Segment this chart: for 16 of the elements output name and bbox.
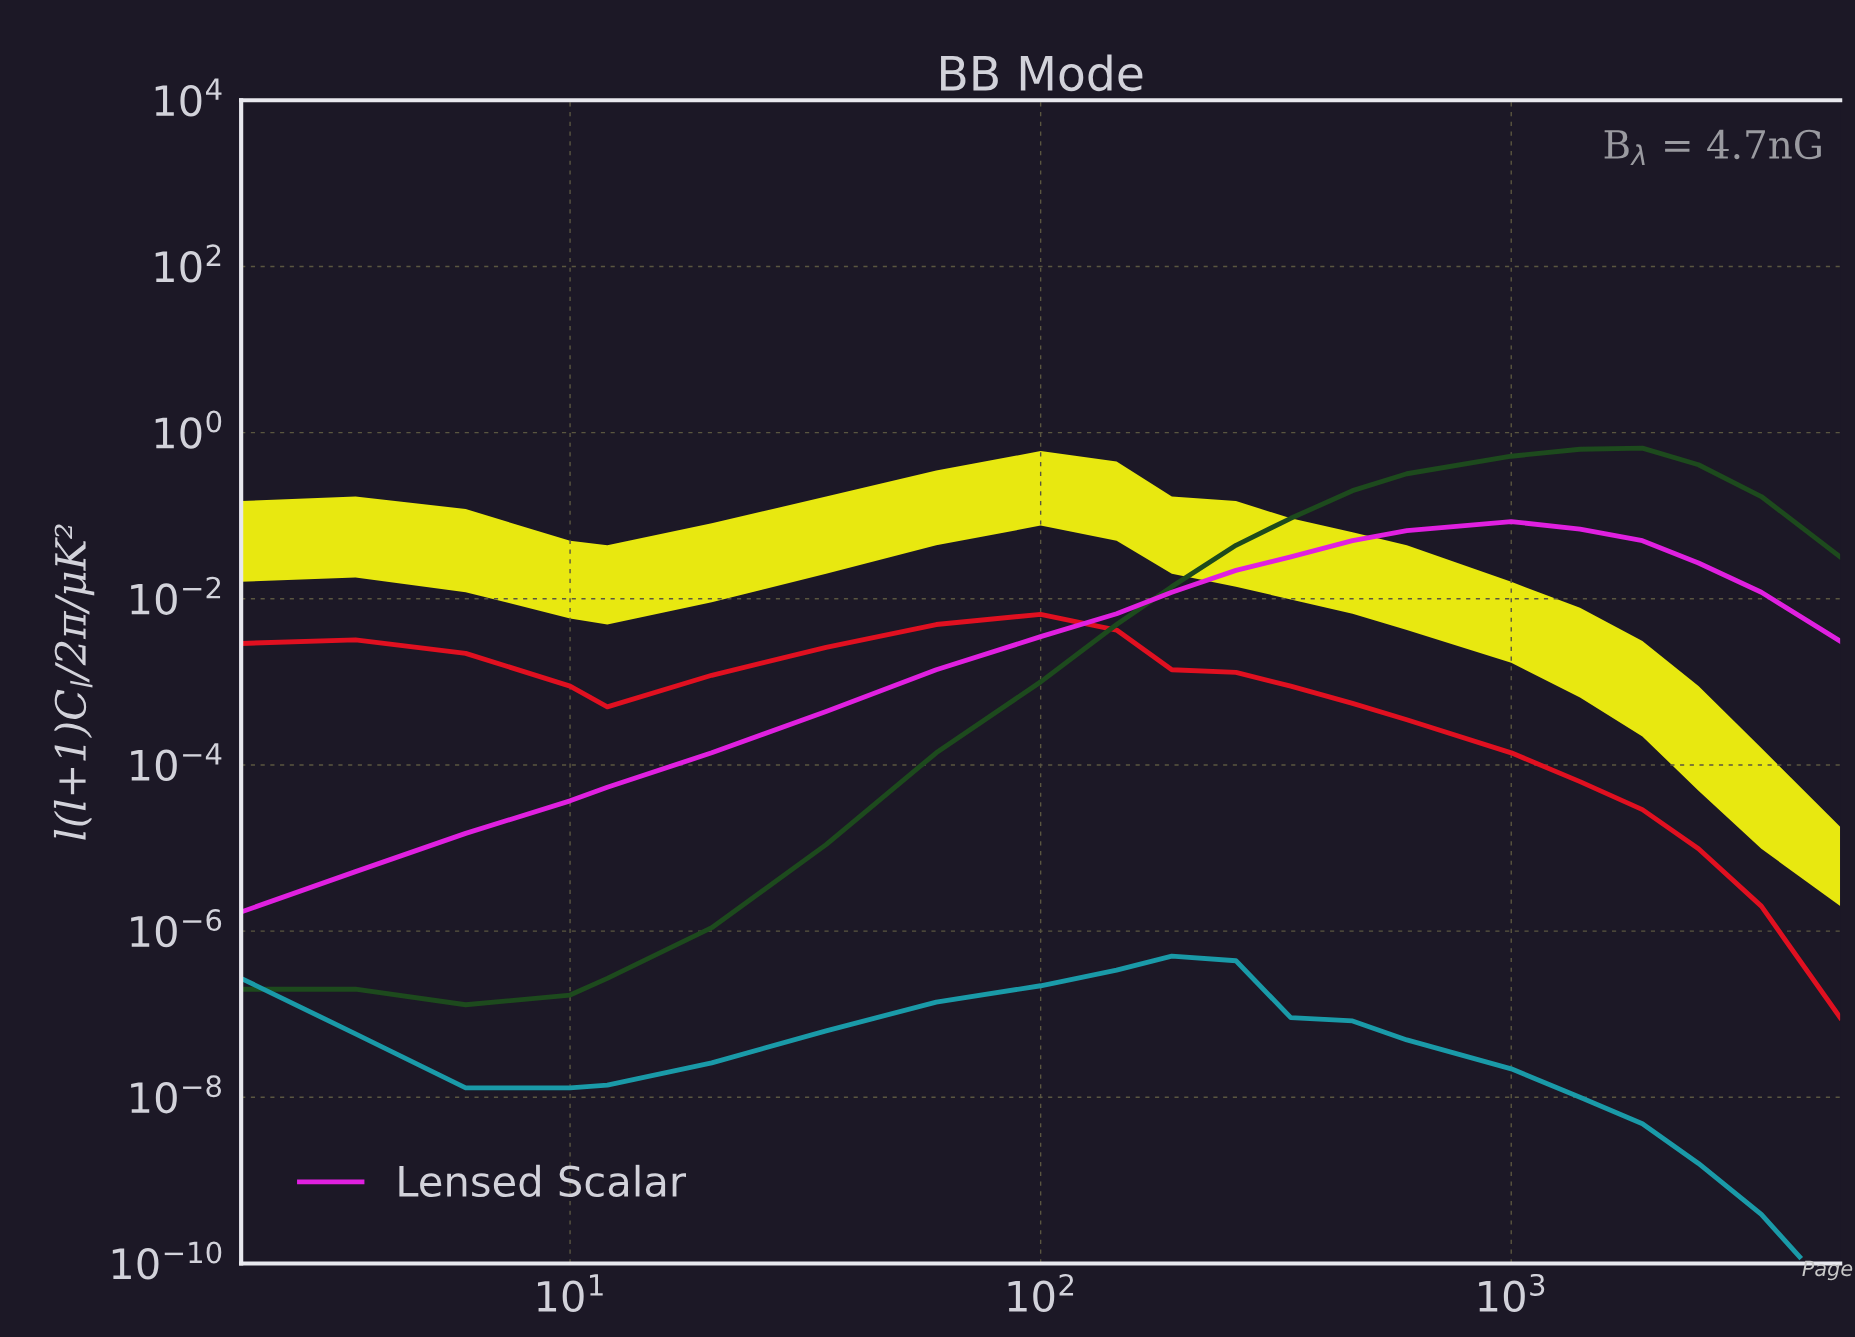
y-tick-label: 10$^{−8}$ <box>131 1075 221 1114</box>
x-tick-label: 10$^{2}$ <box>1008 1273 1074 1313</box>
x-tick-label: 10$^{3}$ <box>1479 1273 1545 1313</box>
x-tick-label: 10$^{1}$ <box>537 1274 603 1313</box>
y-tick-label: 10$^{4}$ <box>155 78 222 117</box>
y-tick-label: 10$^{−4}$ <box>131 743 222 782</box>
annotation: B$_{λ}$ = 4.7nG <box>1604 129 1821 165</box>
y-tick-label: 10$^{−2}$ <box>131 576 221 615</box>
y-tick-label: 10$^{2}$ <box>155 244 221 283</box>
annotation: Page <box>1802 1260 1853 1281</box>
y-axis-title: l(l+1)C$_{l}$/2π/μK² <box>53 524 95 840</box>
chart-title: BB Mode <box>941 54 1143 92</box>
legend-label: Lensed Scalar <box>399 1164 687 1198</box>
y-tick-label: 10$^{−10}$ <box>112 1241 222 1280</box>
y-tick-label: 10$^{0}$ <box>155 410 222 449</box>
y-tick-label: 10$^{−6}$ <box>131 909 222 948</box>
